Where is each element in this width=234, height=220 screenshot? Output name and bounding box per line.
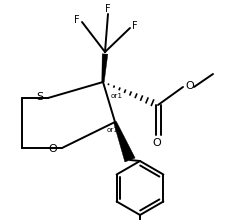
Text: F: F: [105, 4, 111, 14]
Polygon shape: [102, 54, 108, 82]
Text: or1: or1: [107, 127, 119, 133]
Text: F: F: [74, 15, 80, 25]
Text: O: O: [49, 144, 57, 154]
Text: S: S: [37, 92, 44, 102]
Polygon shape: [113, 121, 135, 162]
Text: F: F: [132, 21, 138, 31]
Text: O: O: [186, 81, 194, 91]
Text: or1: or1: [111, 93, 123, 99]
Text: O: O: [153, 138, 161, 148]
